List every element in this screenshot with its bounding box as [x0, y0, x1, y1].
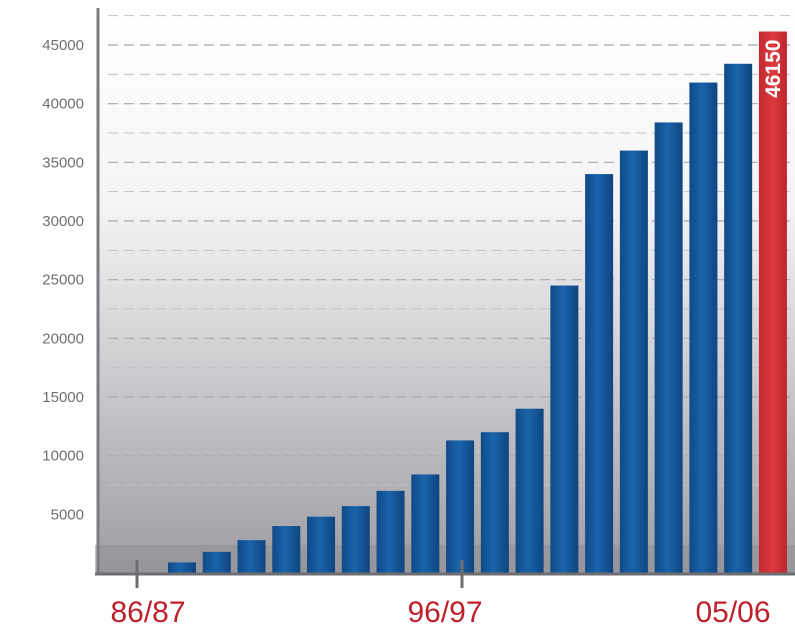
bar [619, 150, 648, 573]
bar [272, 526, 301, 573]
bar [376, 490, 405, 573]
y-tick-label: 20000 [42, 330, 84, 347]
x-tick-label: 05/06 [695, 596, 770, 629]
bar [585, 174, 614, 574]
bar [307, 516, 336, 573]
y-tick-label: 10000 [42, 448, 84, 465]
bar [446, 440, 475, 573]
x-axis-ticks: 86/87 96/97 05/06 [110, 560, 771, 629]
y-axis-ticks: 5000 10000 15000 20000 25000 30000 35000 40000 4… [42, 37, 84, 523]
y-tick-label: 35000 [42, 154, 84, 171]
bar [654, 122, 683, 573]
x-tick-label: 86/87 [110, 596, 185, 629]
bar [724, 63, 753, 573]
y-tick-label: 25000 [42, 272, 84, 289]
x-tick-label: 96/97 [407, 596, 482, 629]
bar-value-label: 46150 [762, 40, 785, 98]
bar [411, 474, 440, 573]
y-tick-label: 40000 [42, 96, 84, 113]
bar [515, 408, 544, 573]
gridlines [108, 15, 795, 515]
y-tick-label: 30000 [42, 213, 84, 230]
bar [341, 506, 370, 573]
bar [168, 562, 196, 573]
bar [202, 551, 231, 573]
y-tick-label: 45000 [42, 37, 84, 54]
y-tick-label: 15000 [42, 389, 84, 406]
bar [237, 540, 266, 573]
bar [480, 432, 509, 573]
y-tick-label: 5000 [51, 506, 84, 523]
bar [689, 82, 718, 574]
bar [550, 285, 579, 573]
bars: 46150 [168, 31, 787, 574]
bar-highlight [758, 31, 787, 574]
